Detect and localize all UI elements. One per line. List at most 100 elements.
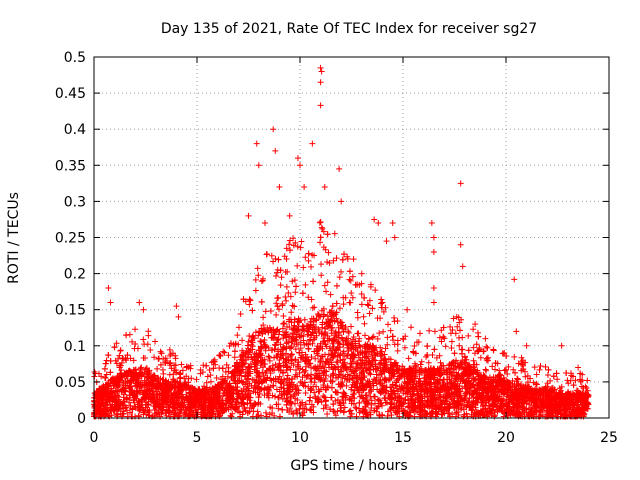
data-point bbox=[160, 356, 167, 363]
data-point bbox=[283, 283, 290, 290]
data-point bbox=[157, 413, 164, 420]
data-point bbox=[293, 366, 300, 373]
data-point bbox=[392, 409, 399, 416]
data-point bbox=[361, 320, 368, 327]
data-point bbox=[384, 341, 391, 348]
data-point bbox=[282, 294, 289, 301]
data-point bbox=[418, 358, 425, 365]
data-point bbox=[237, 310, 244, 317]
data-point bbox=[287, 237, 294, 244]
data-point bbox=[292, 346, 299, 353]
data-point bbox=[329, 378, 336, 385]
data-point bbox=[510, 366, 517, 373]
data-point bbox=[252, 276, 259, 283]
data-point bbox=[291, 322, 298, 329]
data-point bbox=[313, 383, 320, 390]
data-point bbox=[542, 363, 549, 370]
data-point bbox=[394, 347, 401, 354]
data-point bbox=[297, 244, 304, 251]
data-point bbox=[308, 371, 315, 378]
data-point bbox=[160, 370, 167, 377]
data-point bbox=[239, 337, 246, 344]
data-point bbox=[115, 355, 122, 362]
data-point bbox=[288, 309, 295, 316]
data-point bbox=[400, 390, 407, 397]
data-point bbox=[327, 394, 334, 401]
data-point bbox=[354, 314, 361, 321]
data-point bbox=[103, 371, 110, 378]
data-point bbox=[387, 356, 394, 363]
data-point bbox=[308, 296, 315, 303]
data-point bbox=[292, 289, 299, 296]
data-point bbox=[391, 314, 398, 321]
data-point bbox=[448, 338, 455, 345]
data-point bbox=[142, 355, 149, 362]
data-point bbox=[347, 277, 354, 284]
data-point bbox=[324, 279, 331, 286]
data-point bbox=[389, 333, 396, 340]
data-point bbox=[461, 383, 468, 390]
data-point bbox=[288, 344, 295, 351]
data-point bbox=[155, 355, 162, 362]
data-point bbox=[352, 404, 359, 411]
data-point bbox=[321, 338, 328, 345]
data-point bbox=[343, 376, 350, 383]
data-point bbox=[370, 333, 377, 340]
data-point bbox=[436, 334, 443, 341]
data-point bbox=[358, 301, 365, 308]
data-point bbox=[318, 224, 325, 231]
data-point bbox=[177, 374, 184, 381]
data-point bbox=[348, 360, 355, 367]
data-point bbox=[273, 272, 280, 279]
data-point bbox=[348, 290, 355, 297]
data-point bbox=[536, 366, 543, 373]
data-point bbox=[483, 367, 490, 374]
data-point bbox=[470, 344, 477, 351]
data-point bbox=[533, 380, 540, 387]
data-point bbox=[332, 412, 339, 419]
data-point bbox=[296, 369, 303, 376]
data-point bbox=[584, 377, 591, 384]
data-point bbox=[448, 344, 455, 351]
data-point bbox=[269, 362, 276, 369]
data-point bbox=[490, 347, 497, 354]
data-point bbox=[278, 274, 285, 281]
data-point bbox=[312, 355, 319, 362]
data-point bbox=[273, 300, 280, 307]
data-point bbox=[365, 302, 372, 309]
data-point bbox=[302, 281, 309, 288]
data-point bbox=[305, 257, 312, 264]
data-point bbox=[254, 408, 261, 415]
data-point bbox=[277, 341, 284, 348]
data-point bbox=[391, 341, 398, 348]
data-point bbox=[179, 367, 186, 374]
data-point bbox=[206, 366, 213, 373]
data-point bbox=[262, 409, 269, 416]
data-point bbox=[482, 366, 489, 373]
data-point bbox=[252, 287, 259, 294]
data-point bbox=[331, 408, 338, 415]
data-point bbox=[366, 297, 373, 304]
data-point bbox=[411, 343, 418, 350]
data-point bbox=[437, 359, 444, 366]
data-point bbox=[470, 326, 477, 333]
data-point bbox=[447, 323, 454, 330]
data-point bbox=[408, 324, 415, 331]
data-point bbox=[301, 369, 308, 376]
data-point bbox=[266, 357, 273, 364]
data-point bbox=[255, 332, 262, 339]
data-point bbox=[442, 343, 449, 350]
data-point bbox=[344, 352, 351, 359]
data-point bbox=[511, 353, 518, 360]
data-point bbox=[489, 363, 496, 370]
data-point bbox=[311, 304, 318, 311]
data-point bbox=[154, 365, 161, 372]
data-point bbox=[147, 346, 154, 353]
data-point bbox=[336, 305, 343, 312]
data-point bbox=[220, 348, 227, 355]
data-point bbox=[257, 338, 264, 345]
data-point bbox=[471, 350, 478, 357]
data-point bbox=[441, 335, 448, 342]
data-point bbox=[327, 291, 334, 298]
data-point bbox=[321, 282, 328, 289]
